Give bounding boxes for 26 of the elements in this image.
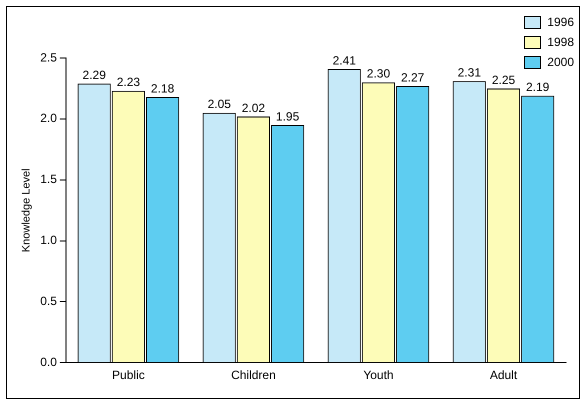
data-label: 2.18 (150, 81, 175, 96)
y-tick-label: 0.0 (40, 354, 58, 369)
legend-label: 1998 (547, 35, 574, 49)
data-label: 2.23 (116, 75, 140, 90)
y-tick-label: 1.0 (40, 233, 58, 248)
data-label: 2.25 (492, 72, 516, 87)
data-label: 2.19 (526, 80, 550, 94)
data-label: 2.41 (332, 53, 356, 68)
x-tick-label: Public (112, 368, 145, 382)
data-label: 2.29 (82, 68, 106, 82)
x-tick-label: Youth (363, 368, 394, 382)
y-axis-title: Knowledge Level (20, 168, 33, 252)
y-tick-label: 2.0 (40, 111, 58, 126)
x-tick-label: Children (231, 368, 276, 382)
data-label: 2.05 (208, 97, 232, 112)
legend-label: 2000 (547, 55, 574, 69)
data-label: 1.95 (276, 109, 300, 124)
y-tick-label: 1.5 (40, 172, 58, 186)
data-label: 2.02 (242, 100, 266, 115)
y-tick-label: 0.5 (40, 294, 58, 308)
x-tick-label: Adult (490, 368, 518, 382)
data-label: 2.30 (366, 66, 390, 81)
data-label: 2.27 (400, 70, 425, 84)
legend-label: 1996 (547, 15, 574, 29)
y-tick-label: 2.5 (40, 50, 58, 64)
data-label: 2.31 (458, 65, 482, 80)
